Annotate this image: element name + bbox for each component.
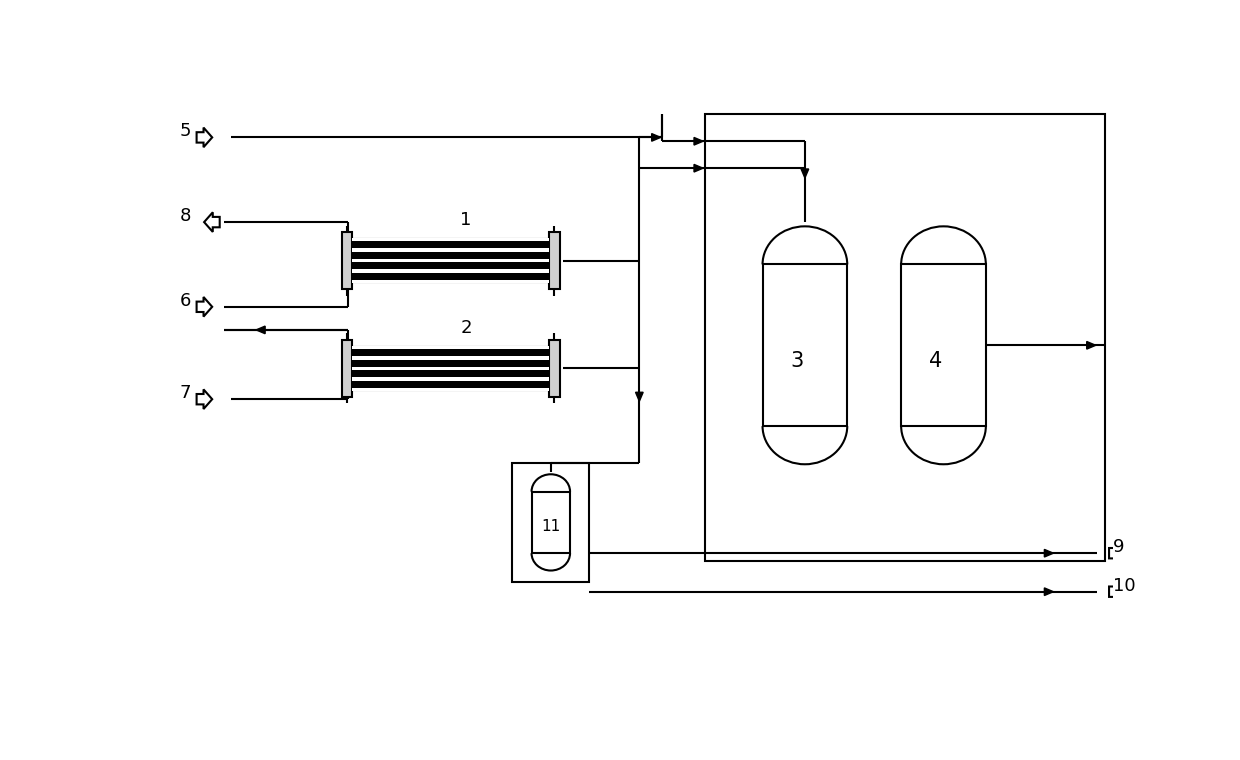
Bar xyxy=(352,280,549,283)
Bar xyxy=(352,249,549,252)
Polygon shape xyxy=(197,297,212,317)
Text: 11: 11 xyxy=(541,519,560,534)
Bar xyxy=(342,232,352,290)
Polygon shape xyxy=(1044,549,1053,557)
Polygon shape xyxy=(694,138,703,145)
Bar xyxy=(549,340,559,397)
Bar xyxy=(763,264,847,426)
Polygon shape xyxy=(652,134,661,141)
Polygon shape xyxy=(205,212,219,232)
Text: 7: 7 xyxy=(180,384,191,402)
Polygon shape xyxy=(694,164,703,172)
Text: 3: 3 xyxy=(791,350,804,371)
Polygon shape xyxy=(197,128,212,147)
Bar xyxy=(352,367,549,370)
Text: 1: 1 xyxy=(460,211,471,230)
Polygon shape xyxy=(1086,341,1096,349)
Polygon shape xyxy=(1109,543,1125,563)
Polygon shape xyxy=(1044,588,1053,596)
Bar xyxy=(901,264,986,426)
Text: 4: 4 xyxy=(929,350,942,371)
Text: 6: 6 xyxy=(180,292,191,309)
Bar xyxy=(352,270,549,273)
Text: 2: 2 xyxy=(460,319,472,337)
Text: 9: 9 xyxy=(1112,538,1125,556)
Bar xyxy=(352,238,549,241)
Bar xyxy=(352,388,549,391)
Bar xyxy=(704,114,1105,561)
Bar xyxy=(342,340,352,397)
Polygon shape xyxy=(801,169,808,178)
Polygon shape xyxy=(257,326,265,334)
Text: 8: 8 xyxy=(180,207,191,225)
Bar xyxy=(343,347,558,390)
Bar xyxy=(352,239,549,282)
Text: 10: 10 xyxy=(1112,577,1136,594)
Bar xyxy=(352,259,549,262)
Bar xyxy=(532,492,570,553)
Polygon shape xyxy=(197,389,212,409)
Text: 5: 5 xyxy=(180,122,191,141)
Bar xyxy=(352,346,549,349)
Bar xyxy=(343,239,558,282)
Bar xyxy=(352,356,549,359)
Bar xyxy=(512,463,589,581)
Polygon shape xyxy=(1109,582,1125,601)
Bar xyxy=(352,347,549,390)
Bar xyxy=(549,232,559,290)
Polygon shape xyxy=(636,392,644,401)
Bar xyxy=(352,377,549,381)
